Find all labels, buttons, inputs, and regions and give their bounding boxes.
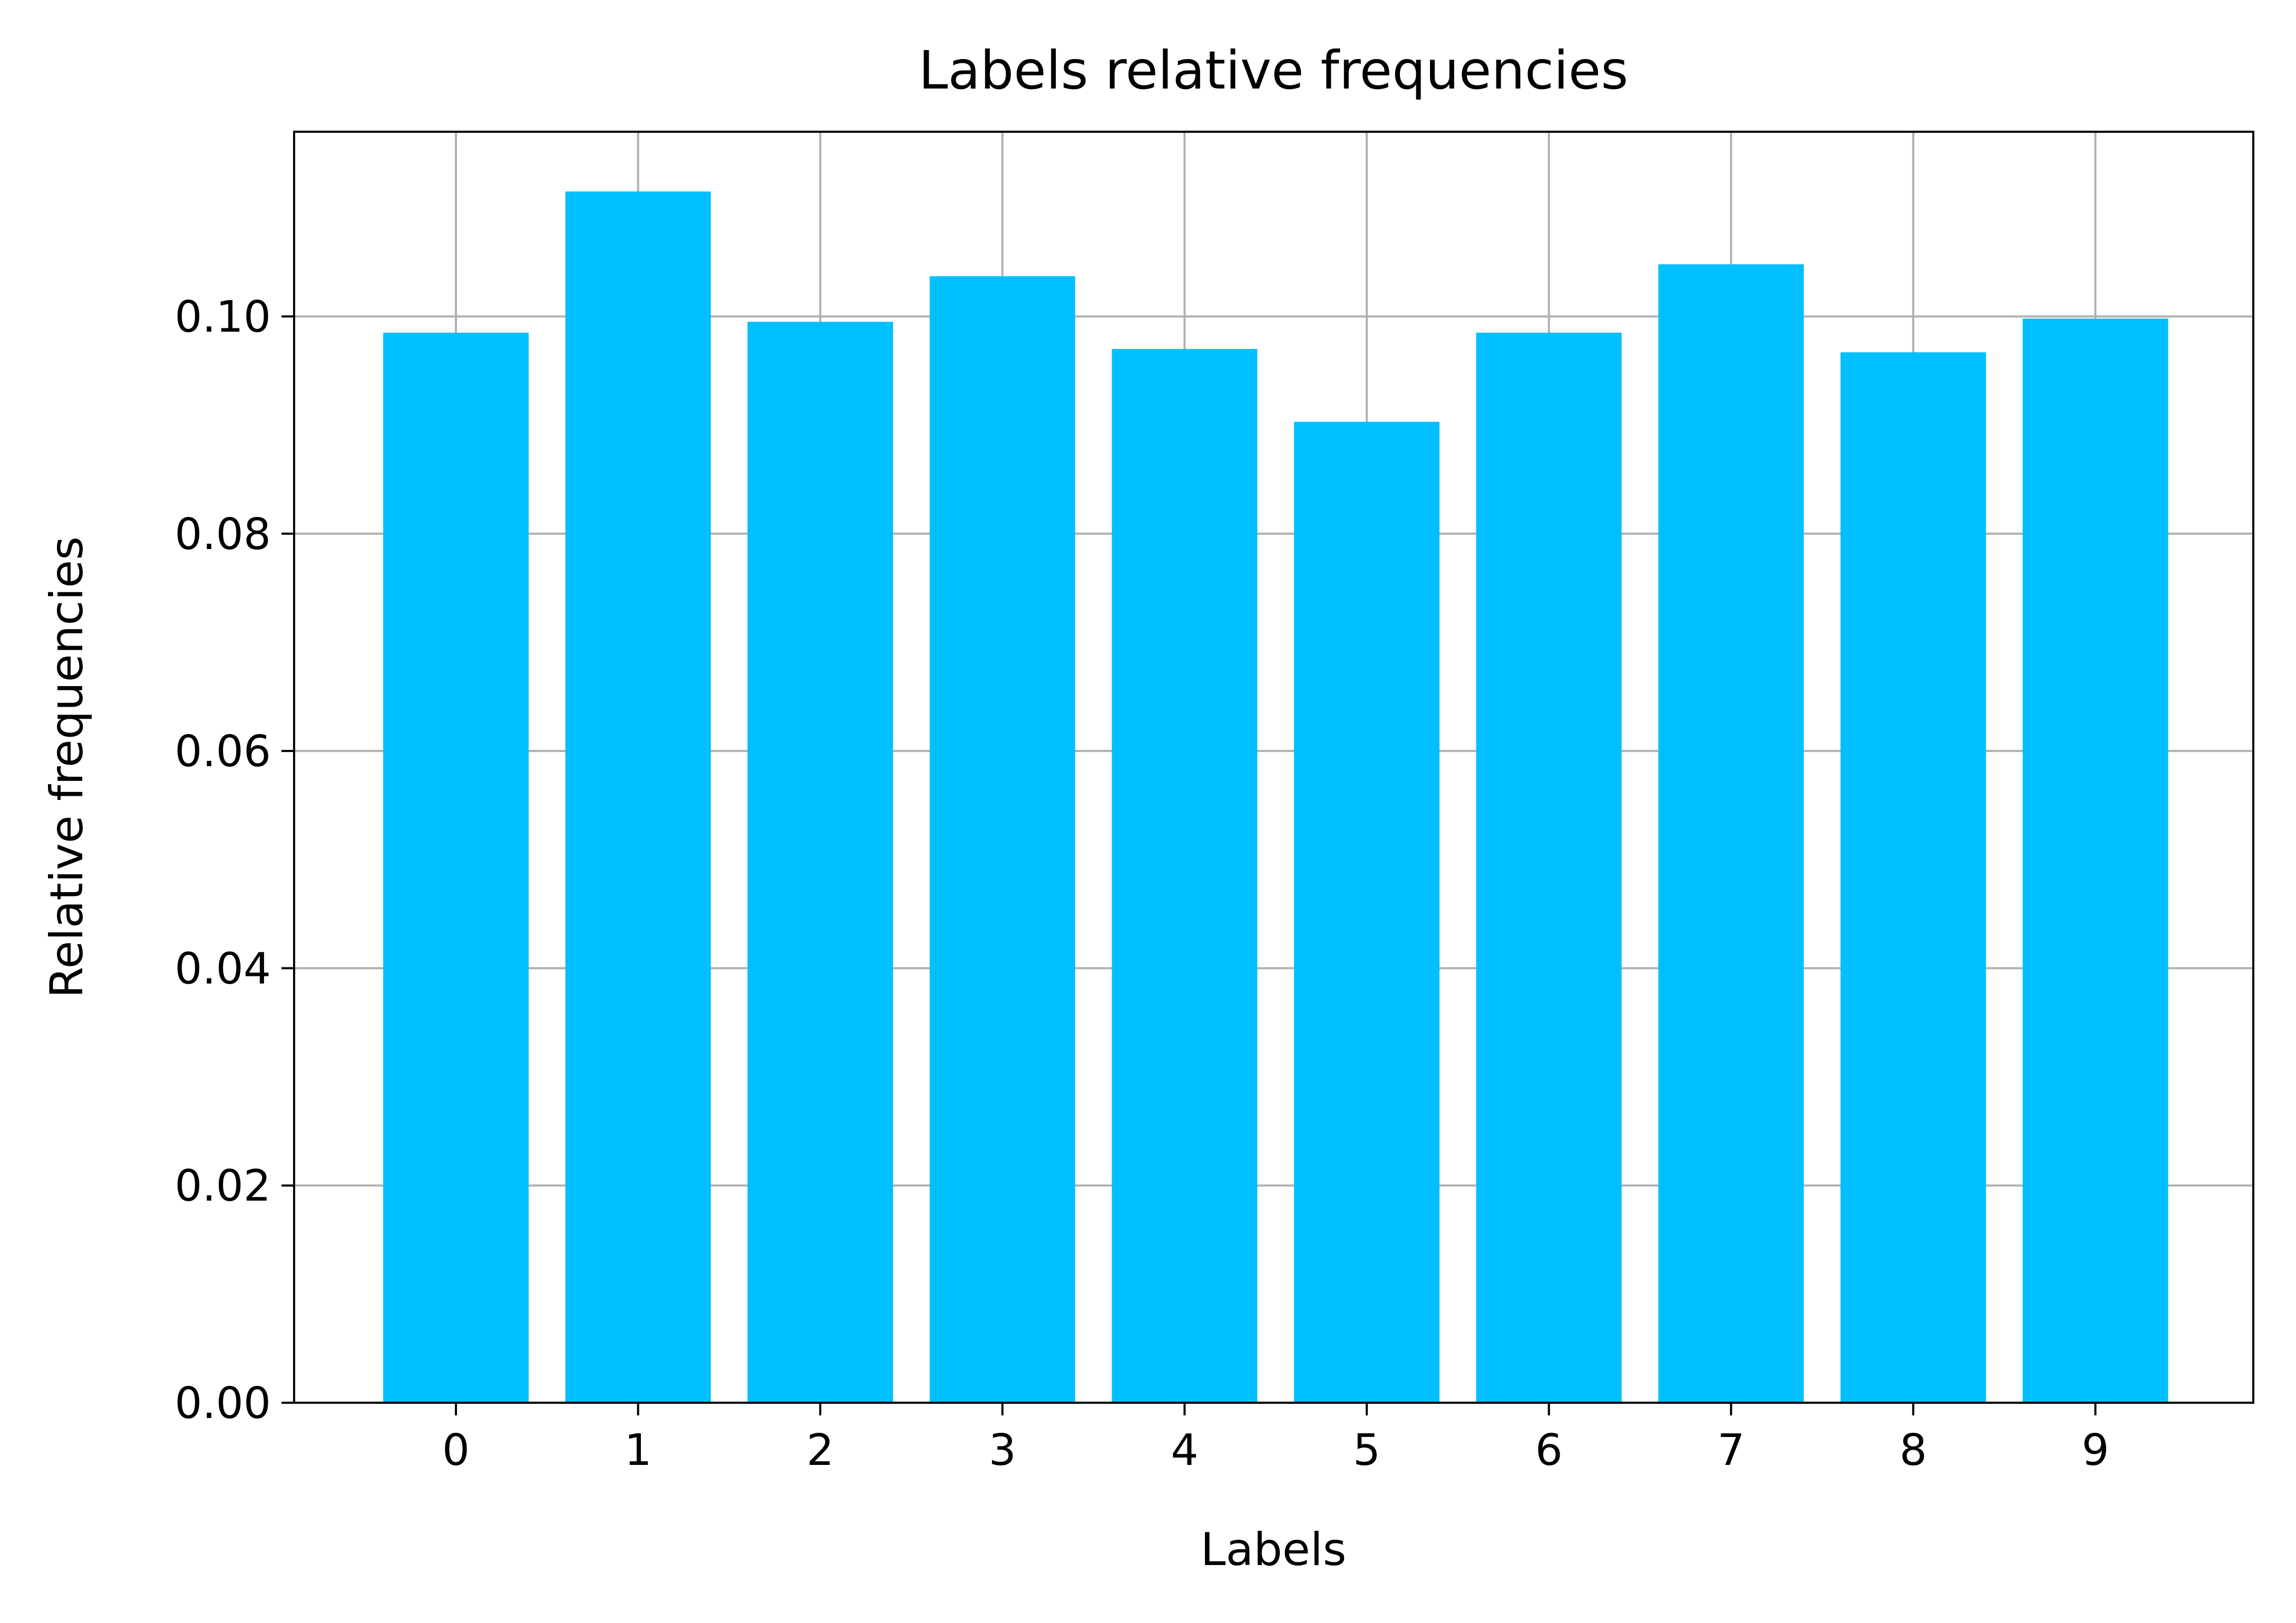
x-tick-label: 2 bbox=[806, 1425, 834, 1475]
x-axis-ticks: 0 1 2 3 4 5 6 7 8 9 bbox=[442, 1403, 2109, 1475]
x-axis-label: Labels bbox=[1201, 1523, 1347, 1576]
plot-frame bbox=[293, 131, 2254, 1404]
x-tick-label: 3 bbox=[989, 1425, 1016, 1475]
y-tick-label: 0.08 bbox=[174, 510, 271, 560]
y-tick-label: 0.04 bbox=[174, 944, 271, 994]
bar-4 bbox=[1112, 349, 1258, 1403]
x-tick-label: 5 bbox=[1353, 1425, 1380, 1475]
bar-2 bbox=[747, 321, 893, 1403]
y-tick-label: 0.00 bbox=[174, 1378, 271, 1429]
x-tick-label: 7 bbox=[1717, 1425, 1745, 1475]
bar-6 bbox=[1476, 333, 1622, 1403]
x-tick-label: 6 bbox=[1535, 1425, 1563, 1475]
y-tick-label: 0.02 bbox=[174, 1161, 271, 1211]
x-tick-label: 0 bbox=[442, 1425, 470, 1475]
x-tick-label: 8 bbox=[1900, 1425, 1927, 1475]
y-tick-label: 0.06 bbox=[174, 727, 271, 777]
x-tick-label: 9 bbox=[2081, 1425, 2109, 1475]
x-tick-label: 1 bbox=[625, 1425, 652, 1475]
x-tick-label: 4 bbox=[1171, 1425, 1198, 1475]
bar-7 bbox=[1658, 264, 1804, 1403]
chart-title: Labels relative frequencies bbox=[919, 40, 1628, 101]
bar-1 bbox=[565, 191, 711, 1403]
bar-8 bbox=[1840, 352, 1986, 1403]
bars bbox=[383, 191, 2168, 1403]
bar-0 bbox=[383, 333, 529, 1403]
y-tick-label: 0.10 bbox=[174, 292, 271, 342]
bar-5 bbox=[1294, 422, 1439, 1403]
bar-9 bbox=[2022, 318, 2168, 1403]
y-axis-label: Relative frequencies bbox=[41, 536, 93, 998]
y-axis-ticks: 0.00 0.02 0.04 0.06 0.08 0.10 bbox=[174, 292, 294, 1429]
bar-3 bbox=[929, 276, 1075, 1403]
